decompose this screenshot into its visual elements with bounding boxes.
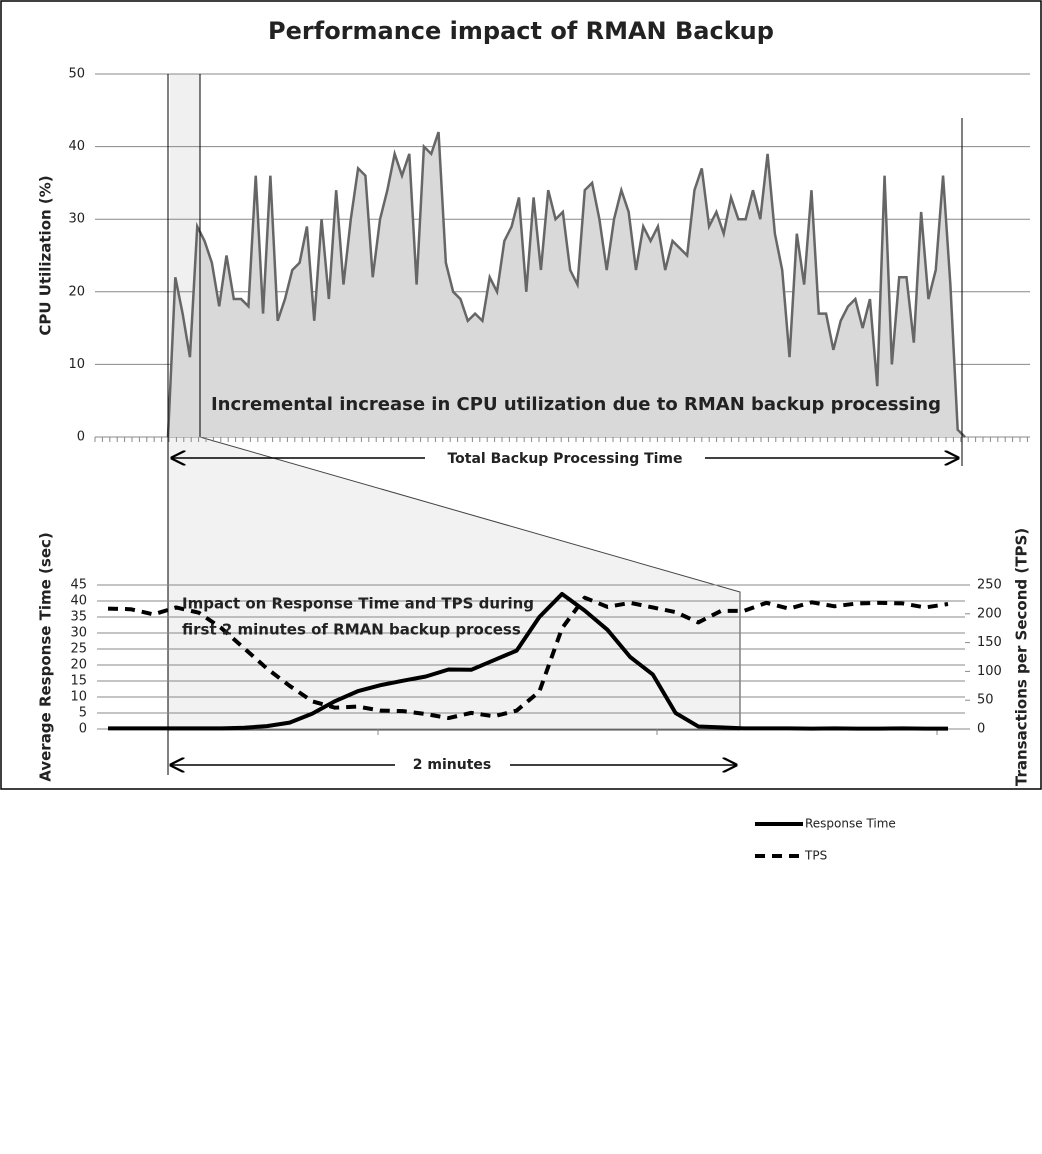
span-label-bg <box>425 448 705 468</box>
y2-tick-label: 250 <box>977 578 1002 593</box>
annotation: first 2 minutes of RMAN backup process <box>182 621 521 639</box>
axis-title: Average Response Time (sec) <box>37 532 55 781</box>
axis-title: CPU Utilization (%) <box>37 175 55 335</box>
y-tick-label: 45 <box>70 578 87 593</box>
y-tick-label: 20 <box>68 284 85 299</box>
series-line <box>107 595 949 721</box>
span-label: 2 minutes <box>413 757 491 773</box>
y-tick-label: 0 <box>77 430 85 445</box>
y2-tick-label: 50 <box>977 693 994 708</box>
legend-label: Response Time <box>805 817 896 831</box>
y-tick-label: 40 <box>70 594 87 609</box>
y-tick-label: 50 <box>68 67 85 82</box>
y2-tick-label: 200 <box>977 606 1002 621</box>
area-line <box>166 131 966 438</box>
y-tick-label: 30 <box>70 626 87 641</box>
y-tick-label: 0 <box>79 722 87 737</box>
y-tick-label: 40 <box>68 139 85 154</box>
y-tick-label: 15 <box>70 674 87 689</box>
axis-title: Transactions per Second (TPS) <box>1013 528 1031 786</box>
legend-label: TPS <box>804 849 827 863</box>
y-tick-label: 10 <box>70 690 87 705</box>
y-tick-label: 5 <box>79 706 87 721</box>
annotation: Incremental increase in CPU utilization … <box>211 394 941 415</box>
annotation: Impact on Response Time and TPS during <box>182 595 534 613</box>
y-tick-label: 20 <box>70 658 87 673</box>
span-label: Total Backup Processing Time <box>447 451 682 467</box>
y-tick-label: 35 <box>70 610 87 625</box>
y-tick-label: 30 <box>68 212 85 227</box>
y2-tick-label: 100 <box>977 664 1002 679</box>
span-label-bg <box>395 754 510 776</box>
y-tick-label: 25 <box>70 642 87 657</box>
series-line <box>108 591 948 731</box>
chart-title: Performance impact of RMAN Backup <box>268 17 774 45</box>
y2-tick-label: 0 <box>977 722 985 737</box>
y-tick-label: 10 <box>68 357 85 372</box>
y2-tick-label: 150 <box>977 635 1002 650</box>
